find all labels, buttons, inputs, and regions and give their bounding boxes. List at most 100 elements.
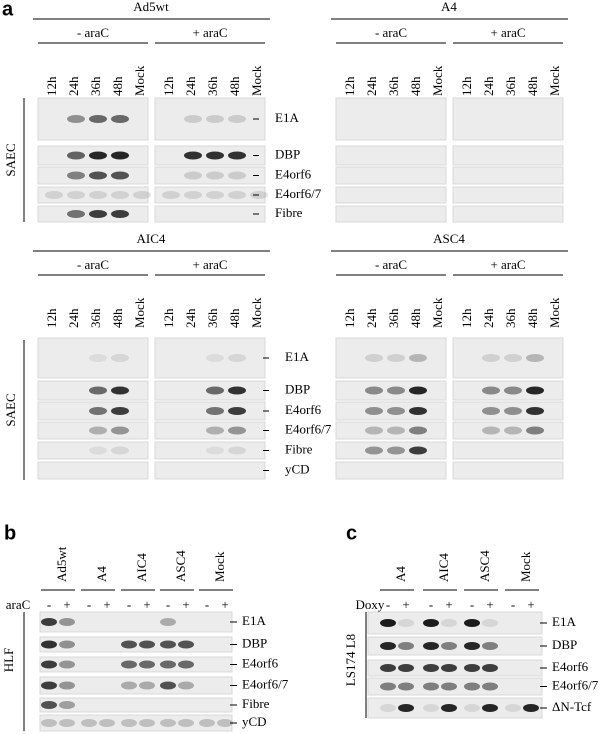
lane-label: 36h [88, 308, 103, 328]
protein-label: Fibre [285, 441, 313, 456]
sign-label: - [87, 597, 91, 612]
blot-band [217, 719, 233, 727]
blot-band [441, 682, 457, 691]
blot-band [41, 681, 57, 690]
protein-label: DBP [242, 635, 267, 650]
blot-band [160, 660, 176, 669]
blot-strip [452, 145, 564, 166]
lane-label: Mock [249, 297, 264, 328]
blot-band [160, 618, 176, 626]
blot-strip [37, 421, 149, 440]
blot-band [482, 426, 500, 435]
blot-strip [154, 186, 266, 204]
blot-band [206, 171, 224, 180]
blot-band [41, 701, 57, 709]
blot-band [81, 719, 97, 727]
blot-band [409, 407, 427, 415]
construct-label: Ad5wt [133, 0, 169, 14]
blot-band [380, 664, 396, 672]
condition-label: - araC [77, 25, 109, 40]
blot-strip [335, 401, 447, 421]
blot-band [504, 386, 522, 395]
blot-band [228, 407, 246, 415]
lane-label: 36h [205, 308, 220, 328]
blot-band [111, 191, 129, 199]
blot-strip [452, 337, 564, 379]
blot-band [160, 719, 176, 727]
blot-band [482, 407, 500, 415]
blot-band [482, 386, 500, 395]
blot-band [89, 191, 107, 199]
sign-label: + [103, 597, 110, 612]
blot-band [482, 642, 498, 650]
lane-label: Mock [547, 65, 562, 96]
panel-label: a [2, 0, 14, 20]
blot-band [199, 719, 215, 727]
blot-strip [335, 461, 447, 480]
blot-strip [154, 205, 266, 223]
blot-band [121, 681, 137, 690]
blot-band [409, 446, 427, 455]
protein-label: Fibre [275, 205, 303, 220]
blot-strip [335, 441, 447, 460]
lane-label: Mock [249, 65, 264, 96]
blot-band [380, 642, 396, 650]
blot-strip [37, 461, 149, 480]
blot-band [121, 719, 137, 727]
blot-band [121, 640, 137, 649]
blot-band [178, 681, 194, 690]
blot-band [398, 704, 414, 712]
blot-band [504, 407, 522, 415]
lane-label: 24h [481, 308, 496, 328]
blot-strip [335, 97, 447, 141]
blot-band [99, 719, 115, 727]
blot-band [111, 151, 129, 160]
blot-band [526, 407, 544, 415]
blot-strip [452, 461, 564, 480]
blot-band [398, 664, 414, 672]
condition-label: - araC [375, 25, 407, 40]
blot-band [139, 640, 155, 649]
protein-label: E4orf6/7 [552, 677, 599, 692]
sign-label: - [470, 597, 474, 612]
protein-label: E1A [285, 349, 309, 364]
protein-label: yCD [242, 714, 267, 729]
blot-band [206, 407, 224, 415]
blot-band [59, 660, 75, 669]
lane-label: 48h [525, 308, 540, 328]
lane-label: 48h [227, 76, 242, 96]
blot-strip [452, 401, 564, 421]
blot-band [67, 151, 85, 160]
blot-band [59, 719, 75, 727]
blot-strip [452, 421, 564, 440]
lane-label: 12h [459, 308, 474, 328]
protein-label: E4orf6/7 [242, 676, 289, 691]
blot-band [111, 426, 129, 435]
blot-band [178, 719, 194, 727]
lane-label: 12h [342, 308, 357, 328]
blot-strip [452, 166, 564, 185]
sign-label: + [445, 597, 452, 612]
blot-band [398, 619, 414, 627]
group-label: ASC4 [173, 550, 188, 582]
protein-label: ΔN-Tcf [552, 699, 592, 714]
blot-band [139, 681, 155, 690]
blot-band [41, 660, 57, 669]
construct-label: A4 [441, 0, 457, 14]
blot-band [464, 619, 480, 627]
blot-strip [335, 337, 447, 379]
blot-band [526, 426, 544, 435]
lane-label: 12h [44, 76, 59, 96]
blot-band [504, 426, 522, 435]
blot-band [409, 386, 427, 395]
blot-band [89, 151, 107, 160]
blot-band [228, 354, 246, 362]
blot-band [67, 115, 85, 123]
blot-band [89, 386, 107, 395]
protein-label: E1A [275, 110, 299, 125]
lane-label: 36h [88, 76, 103, 96]
blot-band [380, 619, 396, 627]
cell-line-label: SAEC [3, 143, 18, 176]
blot-band [41, 618, 57, 626]
